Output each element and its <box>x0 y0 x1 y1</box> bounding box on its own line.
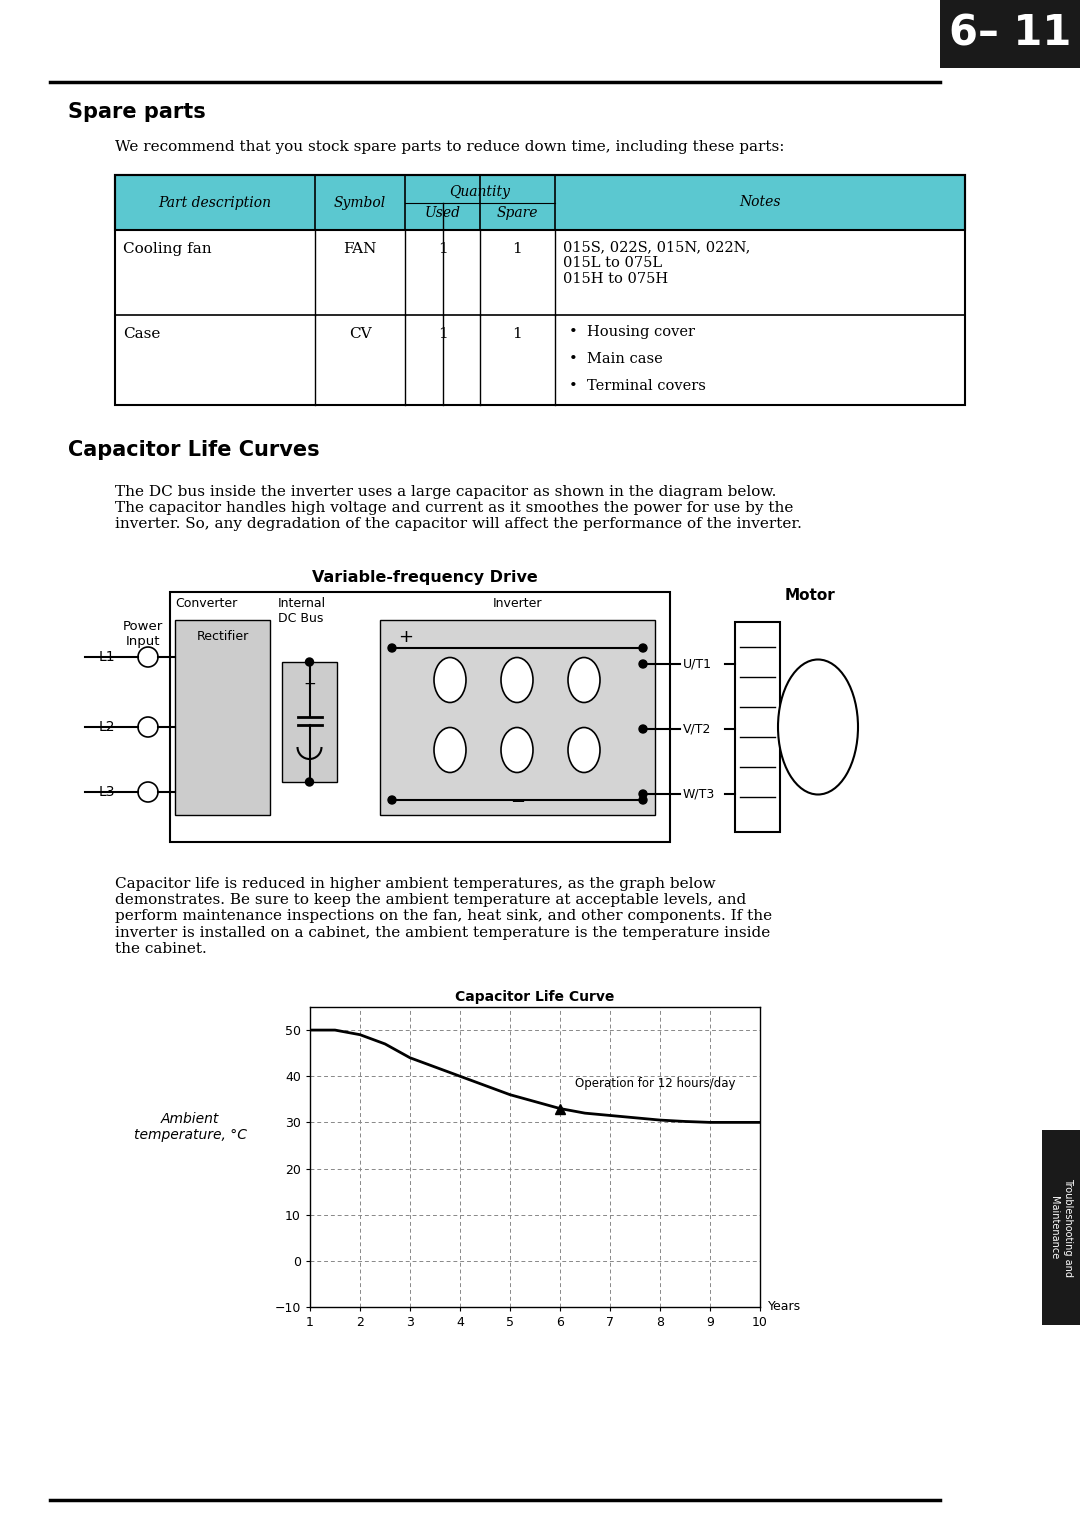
Ellipse shape <box>501 727 534 773</box>
Text: Spare: Spare <box>497 206 538 219</box>
Text: L3: L3 <box>98 785 114 799</box>
Bar <box>282 663 337 782</box>
Circle shape <box>138 647 158 667</box>
Text: Variable-frequency Drive: Variable-frequency Drive <box>312 571 538 584</box>
Text: Capacitor life is reduced in higher ambient temperatures, as the graph below
dem: Capacitor life is reduced in higher ambi… <box>114 877 772 956</box>
Text: 6– 11: 6– 11 <box>949 12 1071 55</box>
Text: V/T2: V/T2 <box>683 723 712 735</box>
Text: U/T1: U/T1 <box>683 658 712 670</box>
Text: Spare parts: Spare parts <box>68 101 206 123</box>
Text: Part description: Part description <box>159 195 271 210</box>
Text: 1: 1 <box>437 242 447 256</box>
Bar <box>1042 1131 1080 1325</box>
Bar <box>940 0 1080 67</box>
Text: •  Main case: • Main case <box>569 351 663 367</box>
Text: Troubleshooting and
Maintenance: Troubleshooting and Maintenance <box>1050 1178 1072 1276</box>
Text: Quantity: Quantity <box>449 186 511 199</box>
Text: L2: L2 <box>98 719 114 733</box>
Text: Case: Case <box>123 327 160 341</box>
Circle shape <box>639 790 647 798</box>
Circle shape <box>388 644 396 652</box>
Ellipse shape <box>778 660 858 795</box>
Circle shape <box>639 726 647 733</box>
Text: 1: 1 <box>513 327 523 341</box>
Text: CV: CV <box>349 327 372 341</box>
Ellipse shape <box>434 658 465 703</box>
Bar <box>114 175 966 230</box>
Text: Capacitor Life Curves: Capacitor Life Curves <box>68 440 320 460</box>
Text: Rectifier: Rectifier <box>197 630 248 643</box>
Circle shape <box>138 716 158 736</box>
Title: Capacitor Life Curve: Capacitor Life Curve <box>456 991 615 1005</box>
Text: Converter: Converter <box>175 597 238 611</box>
Circle shape <box>639 796 647 804</box>
Text: Inverter: Inverter <box>492 597 542 611</box>
Text: •  Terminal covers: • Terminal covers <box>569 379 706 393</box>
Text: Power
Input: Power Input <box>123 620 163 647</box>
Text: Symbol: Symbol <box>334 195 387 210</box>
Bar <box>175 620 270 815</box>
Text: FAN: FAN <box>343 242 377 256</box>
Text: Years: Years <box>768 1301 800 1313</box>
Text: Used: Used <box>424 206 460 219</box>
Text: W/T3: W/T3 <box>683 787 715 801</box>
Text: −: − <box>510 793 525 811</box>
Circle shape <box>388 796 396 804</box>
Text: 1: 1 <box>437 327 447 341</box>
Text: We recommend that you stock spare parts to reduce down time, including these par: We recommend that you stock spare parts … <box>114 140 784 153</box>
Text: Internal
DC Bus: Internal DC Bus <box>278 597 326 624</box>
Circle shape <box>138 782 158 802</box>
Text: 1: 1 <box>513 242 523 256</box>
Ellipse shape <box>568 658 600 703</box>
Bar <box>735 621 780 831</box>
Circle shape <box>306 658 313 666</box>
Circle shape <box>639 660 647 667</box>
Text: +: + <box>399 627 413 646</box>
Text: •  Housing cover: • Housing cover <box>569 325 696 339</box>
Text: Operation for 12 hours/day: Operation for 12 hours/day <box>575 1077 735 1089</box>
Ellipse shape <box>434 727 465 773</box>
Text: +: + <box>303 676 315 692</box>
Bar <box>114 175 966 405</box>
Text: Notes: Notes <box>739 195 781 210</box>
Text: Motor: Motor <box>785 588 835 603</box>
Text: Cooling fan: Cooling fan <box>123 242 212 256</box>
Text: 015S, 022S, 015N, 022N,
015L to 075L
015H to 075H: 015S, 022S, 015N, 022N, 015L to 075L 015… <box>563 239 751 287</box>
Ellipse shape <box>501 658 534 703</box>
Circle shape <box>306 778 313 785</box>
Circle shape <box>639 644 647 652</box>
Text: L1: L1 <box>98 650 114 664</box>
Text: The DC bus inside the inverter uses a large capacitor as shown in the diagram be: The DC bus inside the inverter uses a la… <box>114 485 801 531</box>
Text: Ambient
temperature, °C: Ambient temperature, °C <box>134 1112 246 1143</box>
Bar <box>170 592 670 842</box>
Bar <box>380 620 654 815</box>
Ellipse shape <box>568 727 600 773</box>
